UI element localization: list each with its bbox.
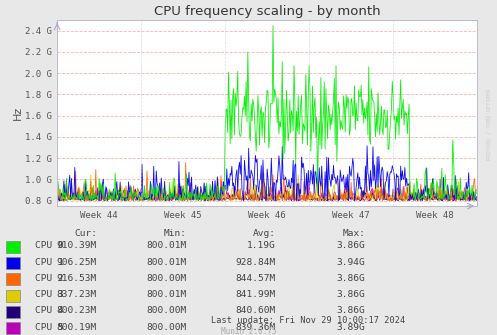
Bar bbox=[6, 241, 20, 253]
Y-axis label: Hz: Hz bbox=[12, 106, 23, 120]
Text: 3.86G: 3.86G bbox=[336, 274, 365, 283]
Text: 841.99M: 841.99M bbox=[236, 290, 276, 299]
Text: 3.86G: 3.86G bbox=[336, 241, 365, 250]
Text: 3.94G: 3.94G bbox=[336, 258, 365, 267]
Text: 839.36M: 839.36M bbox=[236, 323, 276, 332]
Title: CPU frequency scaling - by month: CPU frequency scaling - by month bbox=[154, 5, 380, 17]
Text: Min:: Min: bbox=[164, 229, 186, 238]
Text: CPU 5: CPU 5 bbox=[35, 323, 64, 332]
Text: RRDTOOL / TOBI OETIKER: RRDTOOL / TOBI OETIKER bbox=[486, 88, 491, 160]
Text: Max:: Max: bbox=[342, 229, 365, 238]
Text: Avg:: Avg: bbox=[253, 229, 276, 238]
Text: Cur:: Cur: bbox=[74, 229, 97, 238]
Text: 800.00M: 800.00M bbox=[146, 307, 186, 315]
Bar bbox=[6, 322, 20, 334]
Text: 800.00M: 800.00M bbox=[146, 323, 186, 332]
Text: 1.19G: 1.19G bbox=[247, 241, 276, 250]
Text: 910.39M: 910.39M bbox=[57, 241, 97, 250]
Text: 800.01M: 800.01M bbox=[146, 241, 186, 250]
Text: 840.60M: 840.60M bbox=[236, 307, 276, 315]
Bar bbox=[6, 273, 20, 285]
Text: 3.86G: 3.86G bbox=[336, 290, 365, 299]
Text: 3.86G: 3.86G bbox=[336, 307, 365, 315]
Text: 800.00M: 800.00M bbox=[146, 274, 186, 283]
Text: 800.01M: 800.01M bbox=[146, 258, 186, 267]
Text: CPU 1: CPU 1 bbox=[35, 258, 64, 267]
Text: 3.89G: 3.89G bbox=[336, 323, 365, 332]
Bar bbox=[6, 306, 20, 318]
Text: CPU 2: CPU 2 bbox=[35, 274, 64, 283]
Text: CPU 4: CPU 4 bbox=[35, 307, 64, 315]
Text: Munin 2.0.75: Munin 2.0.75 bbox=[221, 327, 276, 335]
Text: 916.53M: 916.53M bbox=[57, 274, 97, 283]
Text: CPU 3: CPU 3 bbox=[35, 290, 64, 299]
Text: 800.23M: 800.23M bbox=[57, 307, 97, 315]
Text: CPU 0: CPU 0 bbox=[35, 241, 64, 250]
Text: Last update: Fri Nov 29 10:00:17 2024: Last update: Fri Nov 29 10:00:17 2024 bbox=[211, 316, 405, 325]
Bar bbox=[6, 289, 20, 302]
Text: 800.01M: 800.01M bbox=[146, 290, 186, 299]
Text: 844.57M: 844.57M bbox=[236, 274, 276, 283]
Text: 906.25M: 906.25M bbox=[57, 258, 97, 267]
Text: 800.19M: 800.19M bbox=[57, 323, 97, 332]
Text: 928.84M: 928.84M bbox=[236, 258, 276, 267]
Bar bbox=[6, 257, 20, 269]
Text: 837.23M: 837.23M bbox=[57, 290, 97, 299]
